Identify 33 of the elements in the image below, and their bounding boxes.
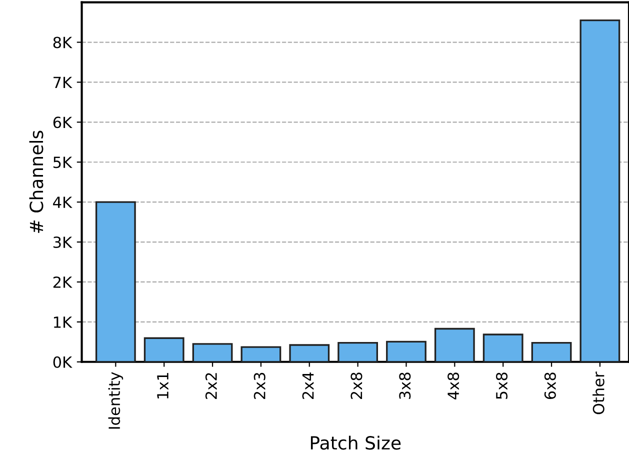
x-tick-label: 5x8: [496, 372, 508, 399]
x-tick-label: 1x1: [157, 373, 168, 398]
bar: [386, 340, 426, 362]
bar: [289, 344, 330, 362]
x-tick-label: Other: [592, 372, 604, 414]
x-tick-label: 2x8: [350, 372, 362, 399]
x-tick-label: 3x8: [399, 372, 411, 399]
x-axis-title: Patch Size: [310, 436, 401, 450]
bar: [338, 342, 378, 362]
y-tick-label: 6K: [53, 116, 72, 128]
bar: [192, 343, 233, 362]
y-tick-label: 5K: [53, 156, 72, 168]
y-tick-label: 8K: [53, 36, 72, 48]
x-tick-label: 6x8: [544, 372, 556, 400]
bar: [482, 334, 524, 362]
bar: [95, 201, 136, 362]
bar: [434, 328, 475, 362]
x-tick-label: 2x2: [205, 373, 217, 399]
bar: [240, 346, 282, 362]
y-tick-label: 2K: [53, 276, 72, 288]
x-tick-label: 2x4: [302, 372, 314, 399]
y-tick-label: 7K: [54, 76, 72, 88]
y-tick-label: 4K: [53, 196, 72, 208]
x-tick-label: 4x8: [448, 372, 460, 400]
bar: [580, 19, 620, 362]
bar: [531, 342, 572, 362]
x-tick-label: 2x3: [254, 372, 266, 399]
y-axis-title: # Channels: [29, 130, 44, 233]
y-tick-label: 1K: [54, 316, 72, 328]
y-tick-label: 0K: [53, 356, 72, 368]
y-tick-label: 3K: [53, 236, 72, 248]
x-tick-label: Identity: [108, 372, 124, 429]
bar: [144, 337, 184, 362]
